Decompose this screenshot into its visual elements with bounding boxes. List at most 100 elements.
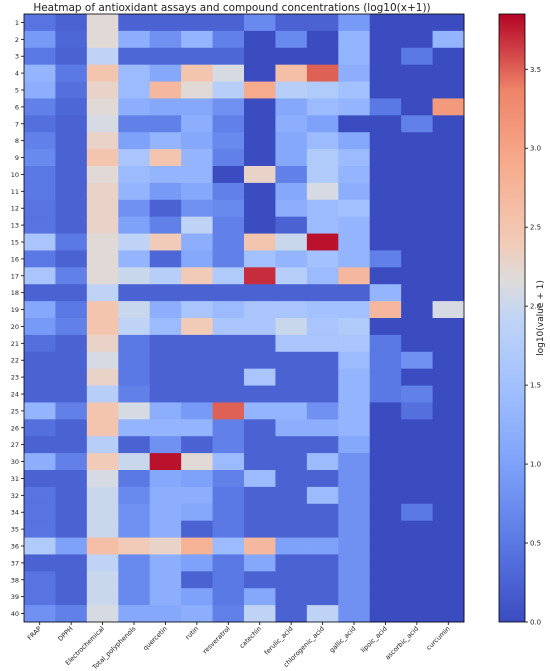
x-tick-label: rutin xyxy=(184,625,200,641)
heatmap-cell xyxy=(86,81,119,99)
heatmap-cell xyxy=(369,14,402,32)
heatmap-cell xyxy=(369,334,402,353)
heatmap-cell xyxy=(401,385,433,403)
heatmap-cell xyxy=(24,30,56,49)
heatmap-cell xyxy=(55,402,88,420)
y-tick-label: 25 xyxy=(11,407,19,415)
heatmap-cell xyxy=(306,81,339,99)
heatmap-cell xyxy=(338,81,371,99)
heatmap-cell xyxy=(401,98,433,116)
heatmap-cell xyxy=(55,486,88,505)
heatmap-cell xyxy=(55,14,88,32)
heatmap-cell xyxy=(212,14,245,32)
heatmap-cell xyxy=(401,419,433,437)
heatmap-cell xyxy=(212,402,245,420)
heatmap-cell xyxy=(401,537,433,555)
heatmap-cell xyxy=(55,470,88,488)
heatmap-cell xyxy=(338,605,371,623)
colorbar-tick-label: 2.5 xyxy=(530,224,541,232)
heatmap-cell xyxy=(55,605,88,623)
heatmap-cell xyxy=(181,233,213,251)
heatmap-cell xyxy=(149,199,182,218)
heatmap-cell xyxy=(432,436,465,454)
heatmap-cell xyxy=(432,301,465,319)
heatmap-cell xyxy=(55,81,88,99)
heatmap-cell xyxy=(118,318,151,336)
heatmap-cell xyxy=(369,470,402,488)
heatmap-cell xyxy=(181,267,213,285)
y-tick-label: 30 xyxy=(11,458,19,466)
heatmap-cell xyxy=(244,250,276,268)
heatmap-cell xyxy=(212,30,245,49)
heatmap-cell xyxy=(369,30,402,49)
heatmap-cell xyxy=(24,470,56,488)
heatmap-cell xyxy=(275,453,308,471)
heatmap-cell xyxy=(86,385,119,403)
heatmap-cell xyxy=(432,419,465,437)
heatmap-cell xyxy=(212,250,245,268)
heatmap-cell xyxy=(118,14,151,32)
heatmap-cell xyxy=(244,182,276,201)
heatmap-cell xyxy=(212,368,245,386)
heatmap-cell xyxy=(432,64,465,82)
heatmap-cell xyxy=(118,81,151,99)
heatmap-cell xyxy=(369,149,402,167)
heatmap-cell xyxy=(338,453,371,471)
heatmap-cell xyxy=(86,233,119,251)
heatmap-cell xyxy=(306,588,339,606)
heatmap-cell xyxy=(306,115,339,133)
heatmap-cell xyxy=(55,199,88,218)
heatmap-cell xyxy=(275,14,308,32)
y-tick-label: 15 xyxy=(11,239,19,247)
heatmap-cell xyxy=(244,402,276,420)
plot-frame xyxy=(23,13,465,623)
heatmap-cell xyxy=(118,216,151,234)
colorbar-tick-label: 3.5 xyxy=(530,66,541,74)
heatmap-cell xyxy=(118,537,151,555)
heatmap-cell xyxy=(118,233,151,251)
heatmap-cell xyxy=(149,368,182,386)
heatmap-cell xyxy=(306,554,339,572)
heatmap-cell xyxy=(338,64,371,82)
heatmap-cell xyxy=(275,470,308,488)
heatmap-cell xyxy=(244,419,276,437)
heatmap-cell xyxy=(181,64,213,82)
heatmap-cell xyxy=(181,250,213,268)
heatmap-cell xyxy=(212,98,245,116)
heatmap-cell xyxy=(149,182,182,201)
heatmap-cell xyxy=(55,166,88,184)
heatmap-cell xyxy=(212,520,245,538)
heatmap-cell xyxy=(401,588,433,606)
heatmap-cell xyxy=(306,301,339,319)
heatmap-cell xyxy=(86,368,119,386)
heatmap-cell xyxy=(369,351,402,370)
heatmap-cell xyxy=(86,588,119,606)
y-tick-label: 36 xyxy=(11,543,19,551)
heatmap-cell xyxy=(55,284,88,302)
heatmap-cell xyxy=(369,64,402,82)
heatmap-cell xyxy=(181,81,213,99)
heatmap-cell xyxy=(338,318,371,336)
y-tick-label: 38 xyxy=(11,576,19,584)
chart-title: Heatmap of antioxidant assays and compou… xyxy=(33,2,430,14)
heatmap-cell xyxy=(244,520,276,538)
heatmap-cell xyxy=(86,30,119,49)
heatmap-cell xyxy=(432,351,465,370)
heatmap-cell xyxy=(118,571,151,589)
heatmap-cell xyxy=(212,470,245,488)
heatmap-cell xyxy=(149,554,182,572)
heatmap-cell xyxy=(432,166,465,184)
heatmap-cell xyxy=(275,318,308,336)
heatmap-cell xyxy=(24,385,56,403)
heatmap-cell xyxy=(149,64,182,82)
heatmap-cell xyxy=(24,368,56,386)
y-tick-label: 10 xyxy=(11,171,19,179)
heatmap-cell xyxy=(306,47,339,66)
heatmap-cell xyxy=(24,318,56,336)
heatmap-cell xyxy=(212,453,245,471)
y-tick-label: 39 xyxy=(11,593,19,601)
heatmap-cell xyxy=(86,402,119,420)
heatmap-cell xyxy=(306,503,339,522)
x-axis-ticks: FRAP DPPHElectrochemicalTotal_polyphenols… xyxy=(26,622,452,671)
